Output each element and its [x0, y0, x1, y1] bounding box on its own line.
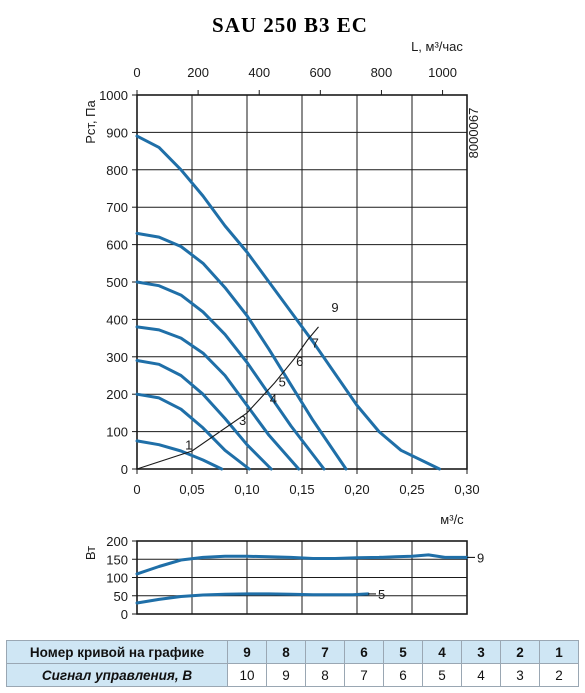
- top-tick-label: 0: [133, 65, 140, 80]
- chart-code: 8000067: [466, 108, 481, 159]
- y-tick-label: 200: [106, 387, 128, 402]
- table-cell: 8: [266, 640, 306, 664]
- table-cell: 6: [344, 640, 384, 664]
- bottom-axis-label: м³/с: [440, 512, 464, 527]
- power-y-tick-label: 200: [106, 534, 128, 549]
- curve-signal-table: Номер кривой на графике 9 8 7 6 5 4 3 2 …: [6, 640, 579, 687]
- power-curve-label: 5: [378, 587, 385, 602]
- chart: SAU 250 B3 EC L, м³/час 8000067 Pст, Па …: [83, 13, 484, 622]
- table-cell: 10: [227, 663, 267, 687]
- x-tick-label: 0,05: [179, 482, 204, 497]
- x-tick-label: 0: [133, 482, 140, 497]
- control-signal-header: Сигнал управления, В: [6, 663, 228, 687]
- power-y-tick-label: 0: [121, 607, 128, 622]
- table-cell: 2: [539, 663, 579, 687]
- x-tick-label: 0,25: [399, 482, 424, 497]
- table-cell: 2: [500, 640, 540, 664]
- y-axis-label: Pст, Па: [83, 99, 98, 143]
- table-cell: 5: [422, 663, 462, 687]
- power-plot-frame: [136, 540, 468, 615]
- y-tick-label: 600: [106, 238, 128, 253]
- curve-number-label: 1: [185, 438, 192, 453]
- pressure-curve-line: [135, 392, 251, 471]
- y-tick-label: 100: [106, 425, 128, 440]
- y-tick-label: 800: [106, 163, 128, 178]
- curve-number-label: 9: [331, 300, 338, 315]
- y-tick-label: 300: [106, 350, 128, 365]
- curve-number-label: 4: [270, 392, 277, 407]
- x-tick-label: 0,30: [454, 482, 479, 497]
- table-cell: 3: [461, 640, 501, 664]
- table-row: Сигнал управления, В 10 9 8 7 6 5 4 3 2: [6, 663, 579, 687]
- table-cell: 7: [305, 640, 345, 664]
- table-cell: 4: [461, 663, 501, 687]
- curve-number-header: Номер кривой на графике: [6, 640, 228, 664]
- table-cell: 9: [227, 640, 267, 664]
- pressure-curve-line: [135, 280, 326, 471]
- x-tick-label: 0,20: [344, 482, 369, 497]
- power-curve-label: 9: [477, 550, 484, 565]
- power-curve-line: [135, 553, 469, 576]
- table-cell: 4: [422, 640, 462, 664]
- curve-number-label: 7: [312, 335, 319, 350]
- power-y-tick-label: 50: [114, 589, 128, 604]
- table-cell: 3: [500, 663, 540, 687]
- power-y-tick-label: 100: [106, 571, 128, 586]
- top-tick-label: 400: [248, 65, 270, 80]
- table-cell: 7: [344, 663, 384, 687]
- pressure-curve-line: [135, 231, 348, 471]
- x-tick-label: 0,15: [289, 482, 314, 497]
- table-cell: 6: [383, 663, 423, 687]
- power-y-tick-label: 150: [106, 552, 128, 567]
- chart-title: SAU 250 B3 EC: [212, 13, 368, 37]
- y-tick-label: 1000: [99, 88, 128, 103]
- power-y-axis-label: Вт: [83, 546, 98, 560]
- y-tick-label: 700: [106, 200, 128, 215]
- system-curve-line: [136, 326, 319, 470]
- top-tick-label: 1000: [428, 65, 457, 80]
- pressure-curve-line: [135, 325, 301, 471]
- table-cell: 5: [383, 640, 423, 664]
- y-tick-label: 400: [106, 312, 128, 327]
- top-tick-label: 800: [371, 65, 393, 80]
- x-tick-label: 0,10: [234, 482, 259, 497]
- curve-number-label: 3: [239, 413, 246, 428]
- top-axis-label: L, м³/час: [411, 39, 463, 54]
- pressure-curve-line: [135, 439, 224, 471]
- table-row: Номер кривой на графике 9 8 7 6 5 4 3 2 …: [6, 640, 579, 664]
- table-cell: 1: [539, 640, 579, 664]
- y-tick-label: 900: [106, 125, 128, 140]
- y-tick-label: 500: [106, 275, 128, 290]
- y-tick-label: 0: [121, 462, 128, 477]
- table-cell: 9: [266, 663, 306, 687]
- top-tick-label: 600: [309, 65, 331, 80]
- curve-number-label: 6: [296, 354, 303, 369]
- top-tick-label: 200: [187, 65, 209, 80]
- power-curve-line: [135, 592, 370, 605]
- pressure-curve-line: [135, 134, 441, 471]
- curve-number-label: 5: [279, 375, 286, 390]
- table-cell: 8: [305, 663, 345, 687]
- pressure-curve-line: [135, 359, 273, 471]
